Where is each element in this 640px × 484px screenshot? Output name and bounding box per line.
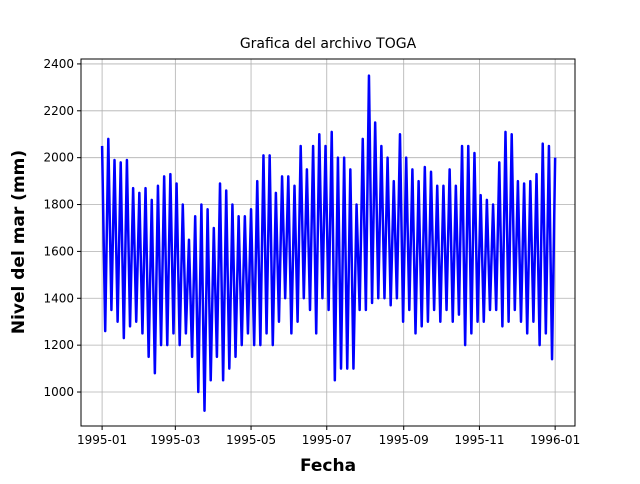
chart-title: Grafica del archivo TOGA	[240, 36, 417, 52]
x-tick-label: 1996-01	[530, 433, 580, 447]
y-tick-label: 1200	[43, 338, 74, 352]
x-tick-label: 1995-01	[77, 433, 127, 447]
y-tick-label: 1000	[43, 385, 74, 399]
y-tick-label: 1600	[43, 244, 74, 258]
x-axis-label: Fecha	[300, 456, 356, 476]
x-tick-label: 1995-11	[454, 433, 504, 447]
y-tick-label: 2200	[43, 104, 74, 118]
y-tick-label: 1400	[43, 291, 74, 305]
x-tick-label: 1995-03	[150, 433, 200, 447]
x-tick-label: 1995-07	[302, 433, 352, 447]
plot-frame	[80, 58, 576, 427]
x-tick-label: 1995-05	[226, 433, 276, 447]
y-tick-label: 1800	[43, 198, 74, 212]
x-tick-label: 1995-09	[379, 433, 429, 447]
data-line	[100, 74, 557, 413]
y-tick-label: 2000	[43, 151, 74, 165]
y-tick-label: 2400	[43, 57, 74, 71]
y-axis-label: Nivel del mar (mm)	[9, 150, 29, 334]
